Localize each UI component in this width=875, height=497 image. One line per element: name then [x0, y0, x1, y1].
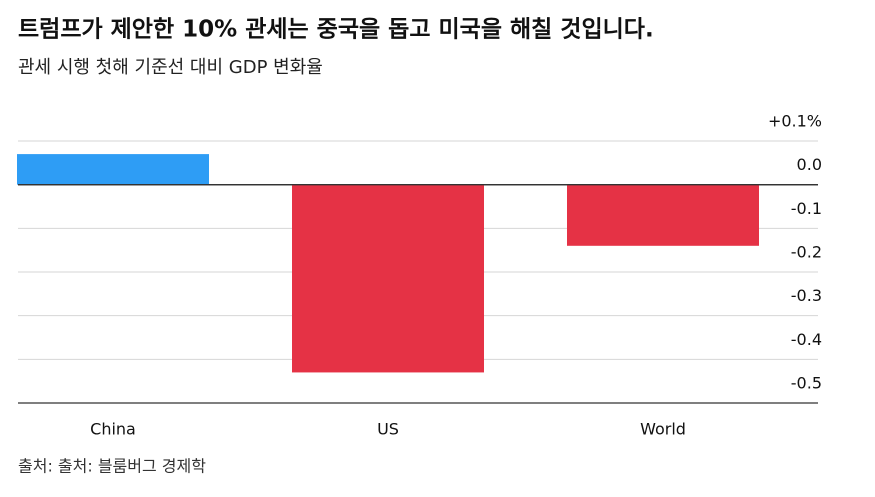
bar: [292, 184, 484, 373]
y-tick-label: -0.5: [791, 374, 822, 393]
x-tick-label: US: [377, 420, 399, 439]
bar: [17, 154, 209, 185]
chart-title: 트럼프가 제안한 10% 관세는 중국을 돕고 미국을 해칠 것입니다.: [18, 17, 654, 43]
y-tick-label: -0.4: [791, 330, 822, 349]
bar: [567, 184, 759, 246]
y-tick-label: -0.3: [791, 286, 822, 305]
y-tick-label: 0.0: [797, 155, 822, 174]
x-tick-label: China: [90, 420, 136, 439]
x-tick-label: World: [640, 420, 686, 439]
y-tick-label: +0.1%: [768, 112, 822, 131]
y-tick-label: -0.1: [791, 199, 822, 218]
chart-subtitle: 관세 시행 첫해 기준선 대비 GDP 변화율: [18, 57, 323, 78]
source-note: 출처: 출처: 블룸버그 경제학: [18, 457, 206, 476]
y-tick-label: -0.2: [791, 243, 822, 262]
